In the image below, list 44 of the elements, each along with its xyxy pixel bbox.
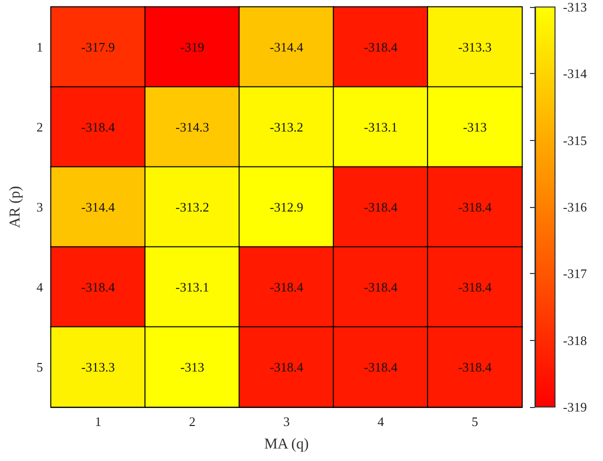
y-tick-label: 2 — [36, 120, 43, 134]
x-tick-label: 2 — [189, 414, 196, 429]
data-label: -313.2 — [176, 200, 210, 214]
data-label: -318.4 — [458, 200, 492, 214]
y-tick-label: 5 — [36, 360, 43, 374]
color-bar-label: -313 — [563, 0, 587, 14]
color-bar-label: -316 — [563, 200, 588, 214]
data-label: -318.4 — [458, 280, 492, 294]
x-tick-label: 5 — [472, 414, 478, 429]
x-tick-label: 1 — [94, 414, 102, 429]
color-bar-label: -314 — [563, 66, 588, 82]
data-label: -318.4 — [364, 200, 398, 214]
y-axis-title: AR (p) — [8, 186, 24, 228]
data-label: -313.3 — [81, 360, 115, 374]
data-label: -313 — [180, 360, 204, 374]
x-tick-label: 3 — [283, 414, 290, 429]
data-label: -312.9 — [270, 200, 304, 214]
data-label: -314.4 — [81, 200, 116, 214]
data-label: -313.1 — [176, 280, 210, 294]
data-label: -318.4 — [81, 120, 116, 134]
data-label: -318.4 — [270, 360, 304, 374]
data-label: -318.4 — [364, 360, 398, 374]
color-bar-label: -318 — [563, 332, 587, 348]
color-bar-label: -317 — [563, 266, 588, 282]
data-label: -319 — [180, 40, 204, 54]
data-label: -313.1 — [364, 120, 398, 134]
data-label: -314.4 — [270, 40, 304, 54]
x-axis-title: MA (q) — [264, 436, 309, 452]
y-tick-label: 1 — [36, 40, 43, 54]
data-label: -313.3 — [458, 40, 492, 54]
data-label: -313.2 — [270, 120, 304, 134]
data-label: -318.4 — [458, 360, 492, 374]
data-label: -314.3 — [176, 120, 210, 134]
color-bar-label: -315 — [563, 132, 587, 148]
y-tick-label: 4 — [36, 280, 44, 294]
data-label: -318.4 — [364, 280, 398, 294]
color-bar-label: -319 — [563, 400, 587, 414]
x-tick-label: 4 — [377, 414, 384, 429]
y-tick-label: 3 — [36, 200, 43, 214]
data-label: -317.9 — [81, 40, 115, 54]
data-label: -318.4 — [81, 280, 116, 294]
data-label: -318.4 — [364, 40, 398, 54]
data-label: -313 — [462, 120, 487, 134]
data-label: -318.4 — [270, 280, 304, 294]
